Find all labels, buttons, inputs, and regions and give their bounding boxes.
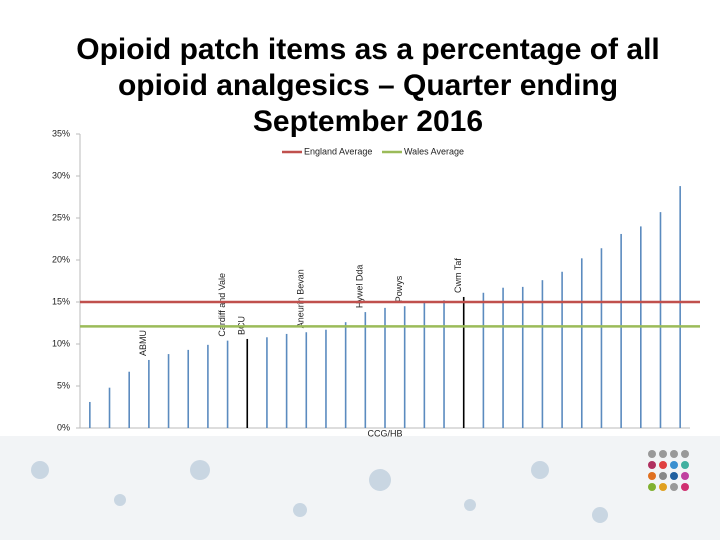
x-axis-title: CCG/HB (367, 428, 402, 438)
y-tick-label: 35% (52, 128, 70, 138)
bar (266, 337, 268, 428)
bar (187, 349, 190, 428)
category-label: Hywel Dda (355, 265, 365, 309)
bar (364, 312, 367, 428)
bar (600, 248, 603, 428)
bar (285, 333, 288, 428)
y-tick-label: 25% (52, 212, 70, 222)
y-tick-label: 10% (52, 338, 70, 348)
y-tick-label: 30% (52, 170, 70, 180)
bar (462, 296, 465, 428)
category-label: Aneurin Bevan (296, 269, 306, 328)
bar (148, 359, 150, 428)
bar (443, 300, 445, 428)
category-label: ABMU (138, 330, 148, 356)
bar (89, 401, 91, 428)
bar (344, 322, 347, 428)
category-label: Cardiff and Vale (217, 273, 227, 337)
legend-label: England Average (304, 146, 372, 156)
decor (31, 460, 608, 523)
bar (167, 354, 170, 428)
bar (541, 280, 544, 428)
legend-label: Wales Average (404, 146, 464, 156)
bar (128, 371, 130, 428)
y-tick-label: 20% (52, 254, 70, 264)
bar (207, 344, 209, 428)
y-tick-label: 5% (57, 380, 70, 390)
bar (246, 338, 249, 428)
bar (325, 329, 327, 428)
category-label: Cwm Taf (453, 258, 463, 293)
bar (580, 258, 583, 428)
bar (108, 387, 111, 428)
bar (561, 271, 563, 428)
category-label: Powys (394, 275, 404, 302)
y-tick-label: 0% (57, 422, 70, 432)
bar (482, 292, 485, 428)
bar (502, 287, 504, 428)
bar (423, 302, 426, 428)
bar (659, 212, 662, 428)
bar (384, 307, 386, 428)
bar (620, 233, 622, 428)
y-tick-label: 15% (52, 296, 70, 306)
logo-dots (648, 450, 689, 491)
bar (679, 186, 681, 428)
bar (305, 332, 308, 428)
bar (226, 340, 229, 428)
bar (521, 286, 524, 428)
decor-band (0, 436, 720, 540)
bar (403, 306, 406, 428)
chart-title: Opioid patch items as a percentage of al… (76, 33, 660, 138)
